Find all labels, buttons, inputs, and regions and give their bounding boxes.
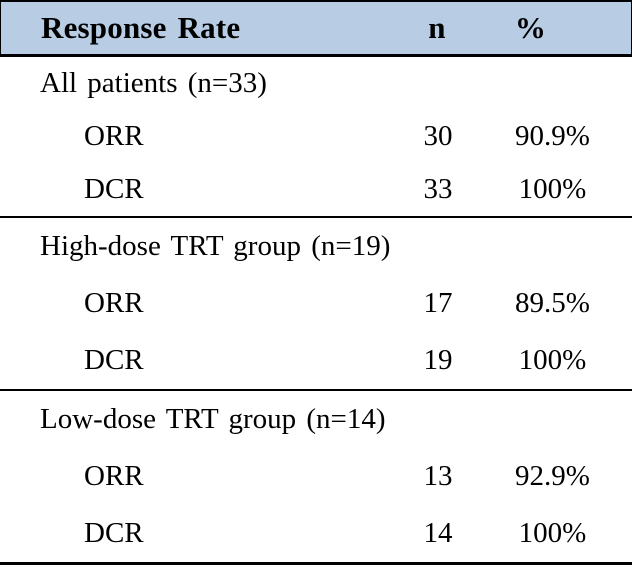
table-row-orr: ORR 30 90.9%	[0, 110, 632, 163]
row-label: ORR	[84, 460, 144, 492]
table-row-orr: ORR 17 89.5%	[0, 275, 632, 332]
group-label: Low-dose TRT group (n=14)	[40, 403, 386, 435]
row-n-value: 13	[423, 460, 453, 492]
row-n-value: 33	[423, 173, 453, 205]
row-n-value: 14	[423, 517, 453, 549]
table-header-row: Response Rate n %	[0, 0, 632, 57]
group-row: All patients (n=33)	[0, 57, 632, 110]
row-label: DCR	[84, 344, 144, 376]
row-pct-value: 100%	[518, 173, 587, 205]
group-label: High-dose TRT group (n=19)	[40, 230, 391, 262]
row-label: DCR	[84, 517, 144, 549]
table-row-orr: ORR 13 92.9%	[0, 448, 632, 505]
row-pct-value: 89.5%	[515, 287, 590, 319]
table-row-dcr: DCR 14 100%	[0, 505, 632, 562]
row-pct-value: 90.9%	[515, 120, 590, 152]
row-n-value: 30	[423, 120, 453, 152]
section-low-dose-trt: Low-dose TRT group (n=14) ORR 13 92.9% D…	[0, 391, 632, 565]
table-row-dcr: DCR 19 100%	[0, 332, 632, 389]
row-pct-value: 92.9%	[515, 460, 590, 492]
row-label: DCR	[84, 173, 144, 205]
header-response-rate: Response Rate	[41, 10, 241, 45]
group-row: High-dose TRT group (n=19)	[0, 218, 632, 275]
section-all-patients: All patients (n=33) ORR 30 90.9% DCR 33 …	[0, 57, 632, 218]
row-pct-value: 100%	[518, 344, 587, 376]
section-high-dose-trt: High-dose TRT group (n=19) ORR 17 89.5% …	[0, 218, 632, 391]
group-row: Low-dose TRT group (n=14)	[0, 391, 632, 448]
row-label: ORR	[84, 120, 144, 152]
group-label: All patients (n=33)	[40, 67, 267, 99]
row-label: ORR	[84, 287, 144, 319]
row-pct-value: 100%	[518, 517, 587, 549]
header-percent: %	[514, 10, 547, 45]
table-row-dcr: DCR 33 100%	[0, 163, 632, 216]
row-n-value: 19	[423, 344, 453, 376]
header-n: n	[428, 10, 446, 45]
row-n-value: 17	[423, 287, 453, 319]
